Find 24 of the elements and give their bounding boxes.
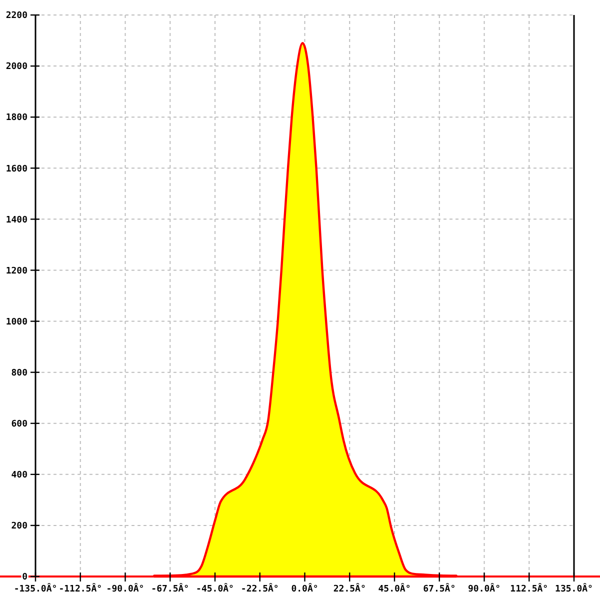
x-tick-label: 45.0Â°	[378, 582, 411, 594]
x-tick-label: 112.5Â°	[510, 582, 548, 594]
y-tick-label: 1600	[6, 164, 28, 174]
x-tick-label: -22.5Â°	[240, 582, 279, 594]
x-tick-label: -67.5Â°	[151, 582, 190, 594]
x-tick-label: 67.5Â°	[423, 582, 456, 594]
x-tick-label: -135.0Â°	[14, 582, 58, 594]
y-tick-label: 1400	[6, 215, 28, 226]
y-tick-label: 2000	[6, 62, 28, 72]
x-tick-label: 0.0Â°	[291, 582, 318, 594]
y-tick-label: 2200	[6, 11, 28, 22]
y-tick-label: 1200	[6, 266, 28, 276]
y-tick-label: 1000	[6, 317, 28, 328]
y-tick-label: 800	[11, 368, 28, 378]
x-tick-label: -90.0Â°	[106, 582, 144, 594]
y-tick-label: 200	[11, 522, 28, 532]
y-tick-label: 400	[11, 470, 28, 481]
x-tick-label: -45.0Â°	[196, 582, 234, 594]
x-tick-label: 90.0Â°	[468, 582, 501, 594]
y-tick-label: 1800	[6, 113, 28, 124]
x-tick-label: 22.5Â°	[333, 582, 366, 594]
x-tick-label: 135.0Â°	[555, 582, 593, 594]
y-tick-label: 600	[11, 420, 28, 430]
x-tick-label: -112.5Â°	[58, 582, 102, 594]
